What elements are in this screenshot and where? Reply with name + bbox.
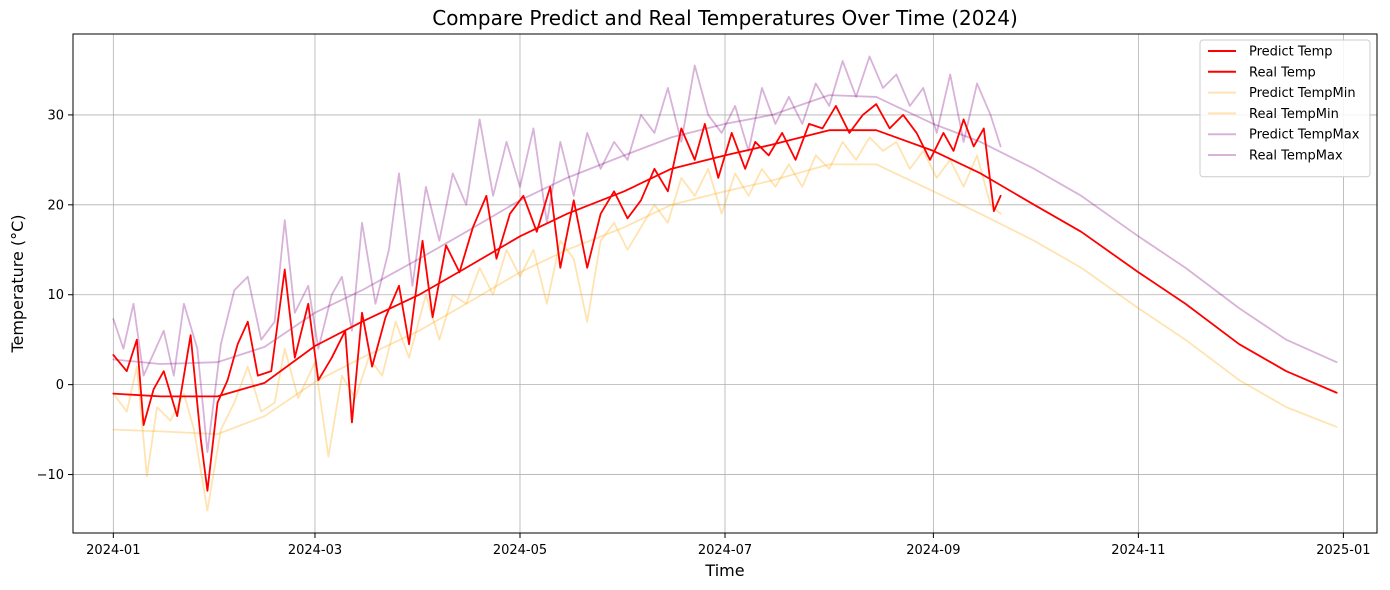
legend: Predict Temp Real Temp Predict TempMin Real… <box>1199 39 1371 178</box>
legend-label: Real Temp <box>1249 65 1316 80</box>
series-line-real-tempmin <box>112 136 1002 512</box>
y-tick-label: 0 <box>56 378 64 393</box>
chart-title: Compare Predict and Real Temperatures Ov… <box>432 6 1018 30</box>
x-tick-label: 2024-03 <box>288 543 342 558</box>
series-line-real-tempmax <box>112 55 1002 453</box>
y-tick-label: −10 <box>37 468 64 483</box>
x-tick-label: 2024-11 <box>1111 543 1165 558</box>
series-line-real-temp <box>112 103 1002 492</box>
series-line-predict-tempmin <box>112 163 1338 435</box>
y-tick-label: 30 <box>47 108 64 123</box>
legend-label: Predict TempMax <box>1249 128 1360 143</box>
legend-label: Predict Temp <box>1249 45 1333 60</box>
x-tick-label: 2024-05 <box>493 543 547 558</box>
x-axis-ticks: 2024-01 2024-03 2024-05 2024-07 2024-09 2024-… <box>86 533 1371 558</box>
legend-label: Real TempMin <box>1249 107 1339 122</box>
x-tick-label: 2024-07 <box>698 543 752 558</box>
x-tick-label: 2025-01 <box>1316 543 1370 558</box>
x-tick-label: 2024-09 <box>906 543 960 558</box>
x-axis-label: Time <box>704 561 744 580</box>
legend-box <box>1199 39 1371 178</box>
legend-label: Real TempMax <box>1249 149 1343 164</box>
y-tick-label: 10 <box>47 288 64 303</box>
legend-label: Predict TempMin <box>1249 86 1356 101</box>
x-tick-label: 2024-01 <box>86 543 140 558</box>
y-axis-label: Temperature (°C) <box>8 214 27 353</box>
series-lines <box>112 55 1338 512</box>
series-line-predict-tempmax <box>112 94 1338 365</box>
y-tick-label: 20 <box>47 198 64 213</box>
y-axis-ticks: −10 0 10 20 30 <box>37 108 73 483</box>
grid-lines <box>73 34 1377 533</box>
